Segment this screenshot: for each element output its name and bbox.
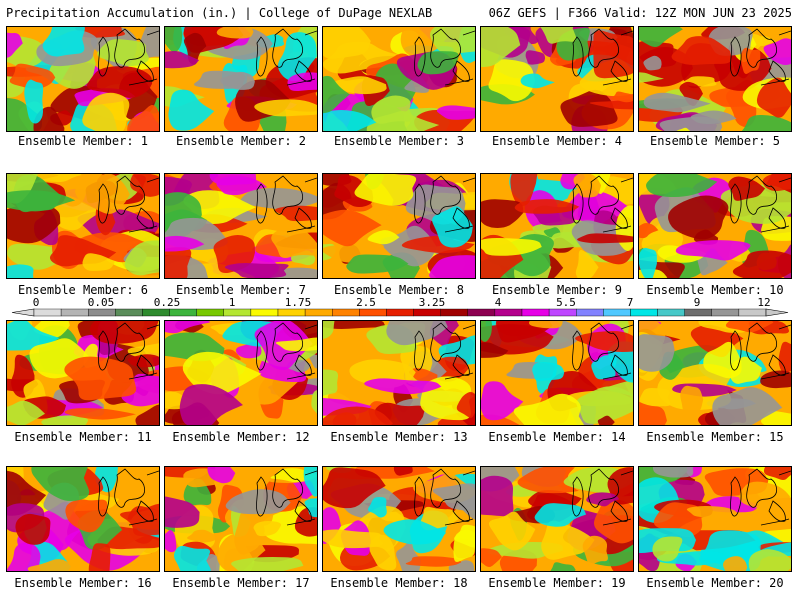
precip-colorbar [11,308,789,317]
ensemble-member-map [638,26,792,132]
colorbar-tick-label: 0 [32,296,40,309]
colorbar-tick-label: 2.5 [356,296,376,309]
ensemble-member-label: Ensemble Member: 9 [491,283,623,297]
ensemble-member-map [322,173,476,279]
colorbar-tick-label: 1 [228,296,236,309]
ensemble-member-label: Ensemble Member: 12 [172,430,310,444]
ensemble-member-label: Ensemble Member: 19 [488,576,626,590]
ensemble-member-map [480,173,634,279]
ensemble-member-label: Ensemble Member: 15 [646,430,784,444]
colorbar-tick-label: 9 [693,296,701,309]
ensemble-member-label: Ensemble Member: 18 [330,576,468,590]
ensemble-member-map [6,466,160,572]
ensemble-member-map [638,320,792,426]
ensemble-member-label: Ensemble Member: 4 [491,134,623,148]
colorbar-tick-label: 0.05 [87,296,115,309]
ensemble-member-label: Ensemble Member: 7 [175,283,307,297]
ensemble-member-label: Ensemble Member: 11 [14,430,152,444]
ensemble-member-map [480,320,634,426]
ensemble-member-label: Ensemble Member: 16 [14,576,152,590]
ensemble-member-map [6,173,160,279]
colorbar-tick-label: 1.75 [284,296,312,309]
ensemble-member-label: Ensemble Member: 20 [646,576,784,590]
ensemble-member-label: Ensemble Member: 14 [488,430,626,444]
colorbar-tick-label: 3.25 [418,296,446,309]
colorbar-tick-label: 0.25 [153,296,181,309]
ensemble-member-map [164,320,318,426]
ensemble-member-label: Ensemble Member: 3 [333,134,465,148]
ensemble-member-label: Ensemble Member: 2 [175,134,307,148]
ensemble-member-map [164,26,318,132]
ensemble-member-map [322,466,476,572]
ensemble-member-map [480,26,634,132]
ensemble-member-map [322,26,476,132]
ensemble-member-map [322,320,476,426]
run-valid-time: 06Z GEFS | F366 Valid: 12Z MON JUN 23 20… [488,6,792,20]
ensemble-member-map [638,173,792,279]
ensemble-member-map [6,320,160,426]
ensemble-member-map [638,466,792,572]
ensemble-member-label: Ensemble Member: 8 [333,283,465,297]
ensemble-member-map [164,466,318,572]
ensemble-member-label: Ensemble Member: 6 [17,283,149,297]
colorbar-tick-label: 4 [494,296,502,309]
ensemble-member-label: Ensemble Member: 13 [330,430,468,444]
colorbar-tick-label: 7 [626,296,634,309]
ensemble-member-label: Ensemble Member: 10 [646,283,784,297]
ensemble-member-label: Ensemble Member: 1 [17,134,149,148]
map-title: Precipitation Accumulation (in.) | Colle… [6,6,433,20]
ensemble-member-map [6,26,160,132]
ensemble-member-map [480,466,634,572]
colorbar-tick-label: 12 [757,296,771,309]
ensemble-member-map [164,173,318,279]
ensemble-member-label: Ensemble Member: 5 [649,134,781,148]
ensemble-member-label: Ensemble Member: 17 [172,576,310,590]
colorbar-tick-label: 5.5 [556,296,576,309]
